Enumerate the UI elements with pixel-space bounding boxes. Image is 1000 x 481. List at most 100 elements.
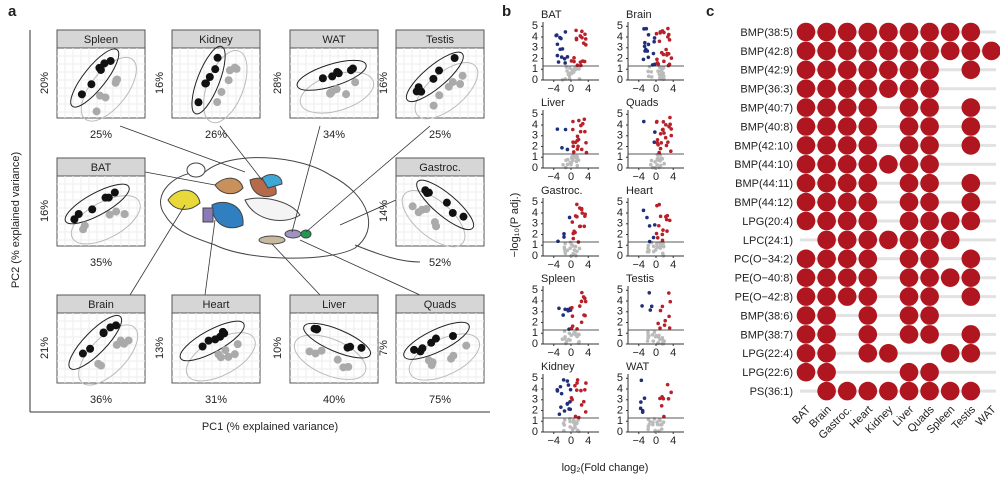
- matrix-dot: [817, 211, 836, 231]
- volcano-point: [584, 381, 588, 385]
- facet-title: Liver: [322, 299, 346, 311]
- pc2-label: 28%: [272, 72, 284, 94]
- connector-lines: [119, 125, 431, 296]
- matrix-dot: [899, 155, 919, 174]
- mouse-illustration: [160, 157, 421, 263]
- volcano-point: [558, 384, 563, 389]
- volcano-point: [579, 388, 583, 393]
- y-tick-label: 0: [617, 162, 623, 174]
- group-ellipse: [64, 183, 130, 225]
- x-tick-label: −4: [632, 435, 645, 447]
- matrix-dot: [899, 173, 919, 193]
- matrix-dot: [796, 287, 816, 306]
- facet-plot: [289, 47, 379, 119]
- matrix-dot: [899, 268, 919, 288]
- volcano-point: [661, 338, 665, 343]
- y-tick-label: 5: [532, 284, 538, 296]
- matrix-dot: [879, 230, 898, 250]
- row-label: BMP(42:9): [740, 65, 793, 77]
- pca-point: [462, 341, 471, 350]
- volcano-point: [646, 42, 651, 47]
- volcano-point: [652, 62, 657, 67]
- matrix-dot: [899, 249, 919, 269]
- volcano-point: [579, 147, 584, 152]
- volcano-point: [654, 120, 659, 124]
- volcano-point: [557, 412, 562, 417]
- volcano-point: [575, 163, 580, 168]
- matrix-dot: [837, 211, 857, 231]
- matrix-dot: [961, 287, 981, 306]
- volcano-point: [555, 42, 560, 47]
- volcano-point: [666, 63, 671, 68]
- volcano-point: [660, 157, 665, 161]
- pca-point: [99, 329, 108, 338]
- y-tick-label: 2: [617, 228, 623, 240]
- matrix-dot: [961, 192, 981, 212]
- volcano-point: [665, 213, 670, 218]
- volcano-point: [561, 378, 566, 382]
- volcano-point: [565, 162, 570, 167]
- matrix-dot: [858, 22, 878, 42]
- matrix-dot: [940, 22, 960, 42]
- matrix-dot: [961, 249, 981, 269]
- volcano-point: [665, 229, 669, 233]
- volcano-point: [569, 242, 574, 247]
- y-tick-label: 2: [532, 228, 538, 240]
- volcano-point: [669, 127, 674, 131]
- volcano-point: [645, 215, 649, 220]
- facet-title: BAT: [91, 162, 112, 174]
- facet-title: Gastroc.: [419, 162, 461, 174]
- matrix-dot: [920, 211, 939, 231]
- volcano-point: [574, 28, 578, 33]
- volcano-point: [567, 331, 572, 336]
- x-tick-label: 0: [653, 347, 659, 359]
- volcano-point: [583, 214, 587, 218]
- y-tick-label: 0: [532, 250, 538, 262]
- matrix-dot: [837, 60, 857, 80]
- x-tick-label: 0: [653, 171, 659, 183]
- matrix-dot: [899, 98, 919, 117]
- pca-point: [305, 347, 314, 356]
- matrix-dot: [899, 306, 919, 325]
- matrix-dot: [858, 173, 878, 193]
- x-tick-label: −4: [632, 171, 645, 183]
- pca-point: [429, 74, 438, 83]
- group-ellipse: [80, 56, 137, 122]
- volcano-point: [576, 158, 581, 162]
- matrix-dot: [879, 344, 898, 363]
- volcano-point: [577, 206, 582, 210]
- matrix-dot: [837, 117, 857, 136]
- matrix-dot: [899, 287, 919, 306]
- pc1-label: 75%: [429, 394, 451, 406]
- volcano-point: [642, 27, 646, 31]
- matrix-dot: [858, 192, 878, 212]
- matrix-dot: [899, 60, 919, 80]
- y-tick-label: 0: [532, 338, 538, 350]
- matrix-dot: [817, 22, 836, 42]
- matrix-dot: [940, 344, 960, 363]
- volcano-point: [578, 129, 583, 134]
- volcano-point: [667, 326, 672, 330]
- pca-point: [430, 218, 439, 227]
- volcano-title: Heart: [626, 185, 653, 197]
- row-label: BMP(36:3): [740, 84, 793, 96]
- matrix-dot: [961, 325, 981, 344]
- volcano-point: [584, 141, 588, 145]
- pca-point: [214, 350, 223, 359]
- matrix-dot: [961, 381, 981, 401]
- volcano-point: [655, 420, 659, 425]
- volcano-x-label: log₂(Fold change): [562, 462, 649, 474]
- pca-point: [418, 205, 427, 214]
- volcano-point: [560, 337, 565, 342]
- volcano-point: [647, 239, 652, 244]
- pc2-label: 16%: [378, 72, 390, 94]
- volcano-point: [652, 140, 657, 145]
- volcano-point: [569, 326, 574, 331]
- matrix-dot: [837, 230, 857, 250]
- volcano-point: [666, 397, 671, 401]
- volcano-point: [664, 123, 668, 127]
- pca-point: [333, 355, 342, 364]
- y-tick-label: 5: [617, 108, 623, 120]
- volcano-point: [565, 307, 570, 312]
